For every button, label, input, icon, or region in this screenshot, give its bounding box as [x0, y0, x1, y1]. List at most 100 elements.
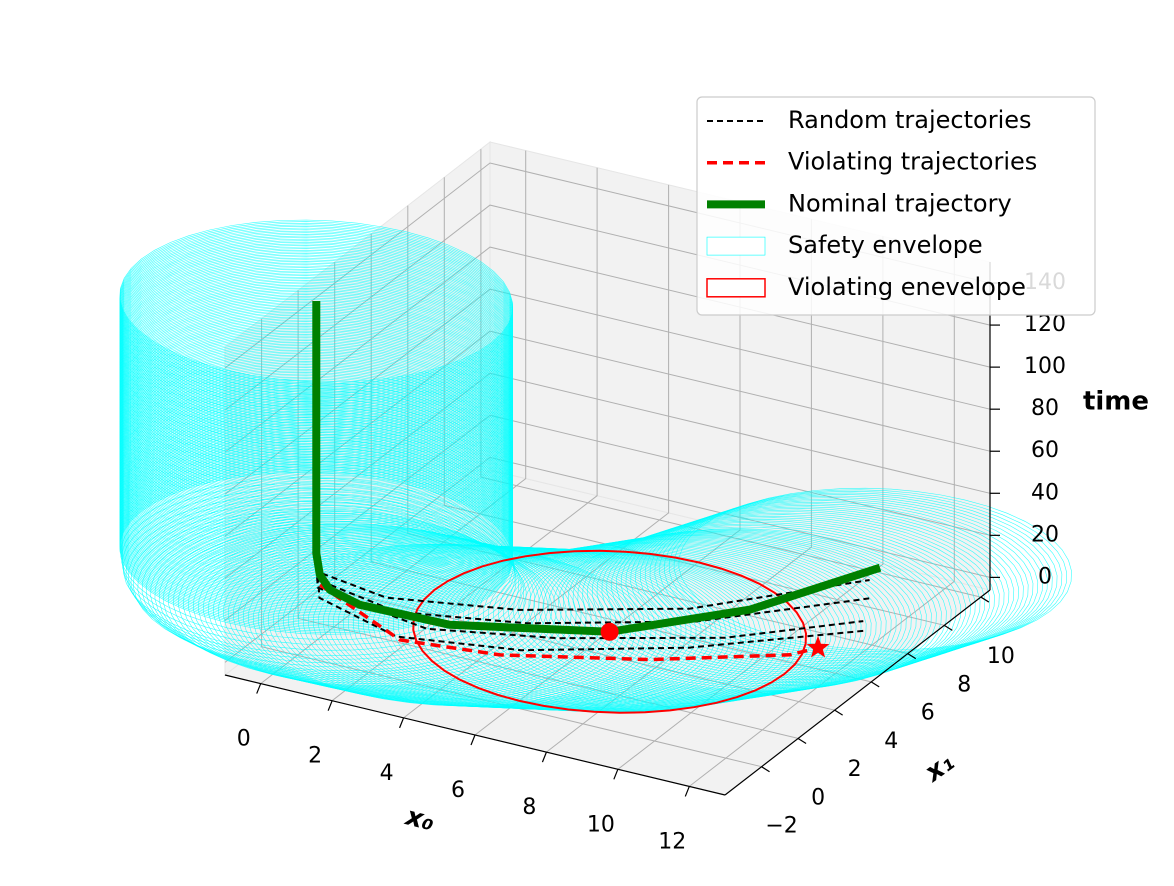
envelope-ring — [119, 462, 513, 625]
envelope-ring — [119, 460, 513, 624]
envelope-ring — [119, 468, 513, 632]
envelope-ring — [119, 338, 513, 502]
envelope-ring — [533, 531, 927, 695]
envelope-ring — [119, 221, 513, 384]
legend-label: Safety envelope — [788, 231, 983, 259]
envelope-ring — [119, 384, 513, 548]
envelope-ring — [119, 319, 513, 483]
envelope-ring — [119, 381, 513, 545]
envelope-ring — [119, 399, 513, 562]
y-tick-label: −2 — [765, 814, 797, 839]
envelope-ring — [119, 318, 513, 481]
envelope-ring — [119, 441, 513, 604]
envelope-ring — [119, 454, 513, 617]
z-tick-label: 120 — [1024, 312, 1066, 337]
envelope-ring — [119, 439, 513, 603]
envelope-ring — [119, 444, 513, 608]
legend-box — [696, 96, 1096, 316]
envelope-ring — [119, 260, 513, 424]
envelope-ring — [119, 434, 513, 598]
envelope-ring — [615, 508, 1010, 671]
envelope-ring — [119, 345, 513, 508]
envelope-ring — [121, 482, 515, 646]
envelope-ring — [119, 467, 513, 630]
envelope-ring — [119, 222, 513, 386]
envelope-ring — [620, 506, 1015, 670]
envelope-ring — [119, 264, 513, 427]
envelope-ring — [119, 337, 513, 500]
envelope-ring — [119, 243, 513, 407]
envelope-ring — [119, 257, 513, 421]
envelope-ring — [119, 383, 513, 546]
envelope-ring — [635, 501, 1029, 665]
envelope-ring — [119, 238, 513, 402]
envelope-ring — [119, 232, 513, 396]
envelope-ring — [119, 405, 513, 569]
envelope-ring — [119, 306, 513, 470]
envelope-ring — [119, 471, 513, 635]
violating-envelope — [412, 549, 808, 714]
envelope-ring — [119, 316, 513, 480]
grid-line — [688, 253, 955, 787]
trajectory — [312, 301, 882, 636]
envelope-ring — [119, 362, 513, 526]
grid-line — [224, 456, 991, 663]
envelope-ring — [218, 535, 612, 699]
tick-mark — [761, 766, 770, 773]
envelope-ring — [644, 498, 1039, 662]
envelope-ring — [125, 497, 519, 660]
envelope-ring — [678, 487, 1072, 651]
envelope-ring — [572, 522, 966, 685]
legend-label: Violating trajectories — [788, 148, 1037, 176]
envelope-ring — [606, 511, 1000, 674]
envelope-ring — [119, 245, 513, 408]
y-tick-label: 4 — [884, 729, 898, 754]
envelope-ring — [119, 308, 513, 472]
envelope-ring — [438, 546, 832, 710]
envelope-ring — [639, 500, 1034, 663]
legend-handle — [706, 236, 766, 256]
envelope-ring — [119, 370, 513, 534]
z-tick-label: 40 — [1031, 480, 1059, 505]
envelope-ring — [120, 477, 514, 641]
envelope-ring — [119, 324, 513, 488]
envelope-ring — [119, 325, 513, 489]
envelope-ring — [503, 536, 897, 699]
tick-mark — [943, 624, 953, 631]
envelope-ring — [119, 373, 513, 537]
envelope-ring — [119, 327, 513, 491]
envelope-ring — [422, 548, 817, 712]
envelope-ring — [119, 227, 513, 391]
envelope-ring — [119, 246, 513, 410]
tick-mark — [834, 709, 843, 716]
envelope-ring — [577, 520, 971, 684]
envelope-ring — [119, 463, 513, 627]
envelope-ring — [223, 536, 617, 700]
envelope-ring — [119, 249, 513, 413]
x-axis-title: x₀ — [401, 801, 438, 837]
envelope-ring — [119, 389, 513, 553]
envelope-ring — [119, 365, 513, 529]
x-tick-label: 4 — [380, 761, 394, 786]
trajectory — [315, 546, 865, 652]
envelope-ring — [119, 457, 513, 621]
axes: 024681012−20246810020406080100120140x₀x₁… — [224, 262, 1149, 854]
envelope-ring — [119, 241, 513, 405]
envelope-ring — [119, 455, 513, 619]
envelope-ring — [513, 534, 907, 698]
tick-mark — [327, 700, 333, 711]
grid-line — [403, 184, 670, 719]
envelope-ring — [119, 311, 513, 475]
envelope-ring — [528, 532, 922, 695]
tick-mark — [980, 596, 990, 603]
legend: Random trajectories Violating trajectorie… — [696, 96, 1096, 316]
envelope-ring — [119, 349, 513, 513]
envelope-ring — [119, 256, 513, 419]
legend-label: Violating enevelope — [788, 273, 1026, 301]
envelope-ring — [119, 465, 513, 629]
trajectory — [315, 536, 870, 611]
envelope-ring — [523, 532, 917, 696]
envelope-ring — [119, 410, 513, 574]
envelope-ring — [493, 537, 887, 701]
grid-line — [546, 219, 812, 753]
